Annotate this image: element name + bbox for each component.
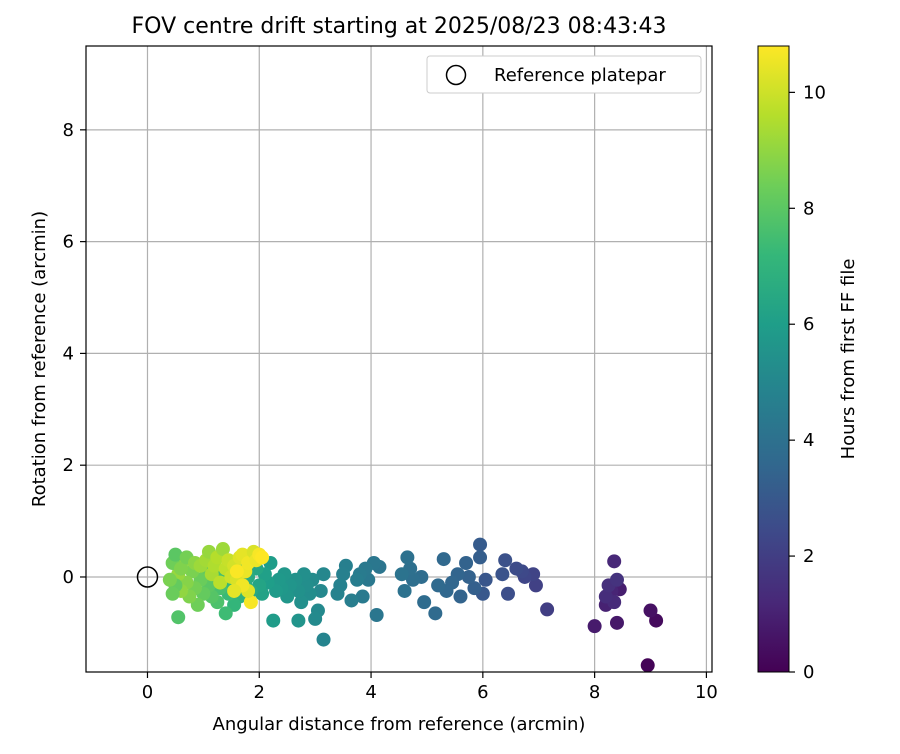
x-tick-label: 10: [695, 682, 718, 703]
colorbar-gradient: [757, 45, 790, 673]
data-point: [495, 567, 510, 582]
data-point: [500, 586, 515, 601]
data-point: [598, 589, 613, 604]
data-point: [609, 572, 624, 587]
colorbar-ticks: 0 2 4 6 8 10: [789, 82, 826, 683]
data-point: [478, 572, 493, 587]
data-point: [174, 561, 189, 576]
data-point: [344, 593, 359, 608]
data-point: [428, 606, 443, 621]
data-point: [213, 575, 228, 590]
y-axis-ticks: 0 2 4 6 8: [63, 120, 86, 588]
data-point: [243, 595, 258, 610]
colorbar-tick-label: 2: [803, 546, 814, 567]
data-point: [417, 595, 432, 610]
colorbar-tick-label: 10: [803, 82, 826, 103]
data-point: [271, 572, 286, 587]
data-point: [405, 572, 420, 587]
data-point: [643, 603, 658, 618]
colorbar-tick-label: 8: [803, 198, 814, 219]
data-point: [291, 613, 306, 628]
data-point: [330, 586, 345, 601]
data-point: [609, 615, 624, 630]
data-point: [313, 583, 328, 598]
data-point: [316, 632, 331, 647]
data-point: [255, 550, 270, 565]
data-point: [165, 586, 180, 601]
x-tick-label: 4: [365, 682, 376, 703]
data-point: [350, 572, 365, 587]
data-point: [316, 567, 331, 582]
x-tick-label: 0: [142, 682, 153, 703]
y-tick-label: 6: [63, 232, 74, 253]
data-point: [394, 567, 409, 582]
colorbar: 0 2 4 6 8 10 Hours from first FF file: [757, 45, 859, 683]
y-tick-label: 2: [63, 455, 74, 476]
legend-box: [426, 55, 702, 94]
data-point: [336, 567, 351, 582]
data-point: [436, 552, 451, 567]
data-point: [528, 578, 543, 593]
data-point: [459, 556, 474, 571]
data-point: [453, 589, 468, 604]
data-point: [509, 561, 524, 576]
data-points: [162, 537, 664, 672]
y-tick-label: 8: [63, 120, 74, 141]
data-point: [587, 619, 602, 634]
data-point: [171, 610, 186, 625]
data-point: [400, 550, 415, 565]
data-point: [227, 583, 242, 598]
reference-marker-layer: [136, 566, 159, 588]
data-point: [369, 607, 384, 622]
plot-area-frame: [85, 45, 713, 673]
data-point: [431, 578, 446, 593]
colorbar-tick-label: 6: [803, 314, 814, 335]
y-tick-label: 0: [63, 567, 74, 588]
data-point: [498, 553, 513, 568]
legend[interactable]: Reference platepar: [426, 55, 702, 94]
data-point: [607, 554, 622, 569]
data-point: [168, 547, 183, 562]
data-point: [467, 581, 482, 596]
y-axis-label: Rotation from reference (arcmin): [29, 211, 50, 507]
x-axis-label: Angular distance from reference (arcmin): [213, 714, 586, 735]
data-point: [229, 564, 244, 579]
y-tick-label: 4: [63, 343, 74, 364]
colorbar-tick-label: 4: [803, 430, 814, 451]
data-point: [355, 589, 370, 604]
legend-reference-marker: [445, 64, 467, 86]
x-axis-ticks: 0 2 4 6 8 10: [142, 672, 718, 703]
reference-platepar-marker: [136, 566, 159, 588]
data-point: [397, 583, 412, 598]
colorbar-tick-label: 0: [803, 662, 814, 683]
data-point: [461, 569, 476, 584]
x-tick-label: 6: [477, 682, 488, 703]
data-point: [218, 606, 233, 621]
x-tick-label: 2: [254, 682, 265, 703]
data-point: [266, 613, 281, 628]
data-point: [294, 595, 309, 610]
data-point: [640, 658, 655, 672]
colorbar-label: Hours from first FF file: [838, 259, 859, 460]
data-point: [162, 572, 177, 587]
legend-entry-label: Reference platepar: [494, 65, 666, 86]
data-point: [473, 550, 488, 565]
data-point: [215, 542, 230, 557]
x-tick-label: 8: [589, 682, 600, 703]
data-point: [473, 537, 488, 552]
data-point: [540, 602, 555, 617]
chart-title: FOV centre drift starting at 2025/08/23 …: [132, 14, 667, 39]
data-point: [308, 611, 323, 626]
